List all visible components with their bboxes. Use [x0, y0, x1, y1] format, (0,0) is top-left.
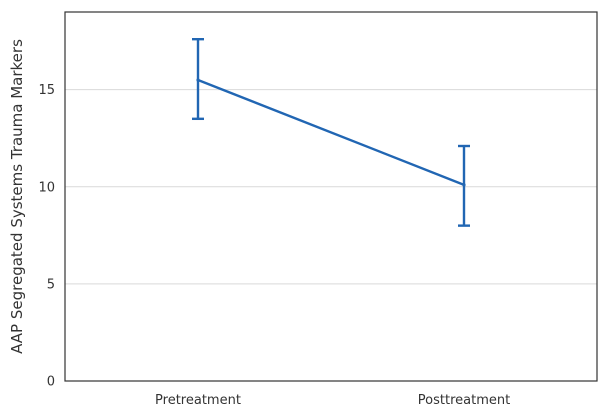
x-axis-ticks: Pretreatment Posttreatment [155, 393, 510, 408]
data-point [196, 78, 200, 82]
data-point [462, 183, 466, 187]
y-tick-label: 15 [38, 83, 55, 98]
y-tick-label: 0 [47, 375, 55, 390]
gridlines [65, 89, 597, 285]
y-axis-title: AAP Segregated Systems Trauma Markers [8, 39, 26, 354]
y-tick-label: 10 [38, 180, 55, 195]
series-line [197, 78, 465, 186]
x-tick-label: Posttreatment [418, 393, 510, 408]
x-tick-label: Pretreatment [155, 393, 241, 408]
y-tick-label: 5 [47, 277, 55, 292]
plot-area-frame [64, 11, 598, 382]
series-layer [192, 37, 470, 227]
y-axis-ticks: 0 5 10 15 [38, 83, 55, 389]
